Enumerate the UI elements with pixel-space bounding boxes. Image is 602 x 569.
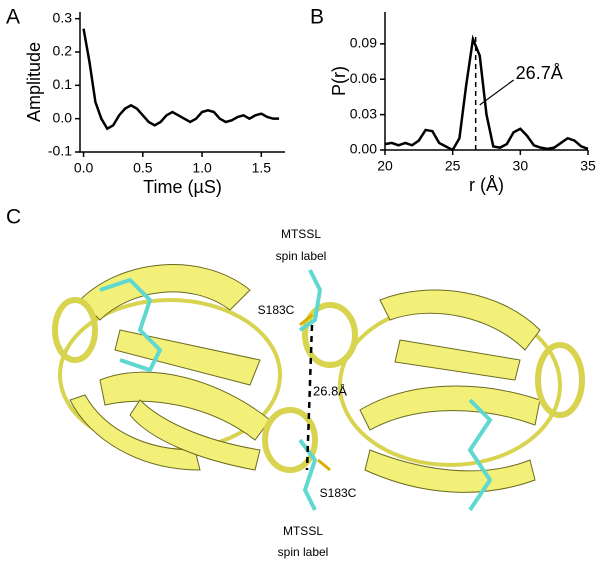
axes-frame <box>79 12 285 153</box>
y-tick-label: 0.3 <box>53 9 73 25</box>
spin-label-text: MTSSL <box>283 524 323 538</box>
spin-label-text: MTSSL <box>281 227 321 241</box>
x-tick-label: 25 <box>445 158 461 174</box>
annotation-label: 26.7Å <box>516 63 563 83</box>
y-tick-label: 0.09 <box>350 35 377 51</box>
spin-label-linkers <box>299 313 331 472</box>
x-tick-label: 1.5 <box>252 160 272 176</box>
y-tick-label: 0.2 <box>53 43 73 59</box>
x-tick-label: 20 <box>377 158 393 174</box>
panel-label: C <box>6 206 21 229</box>
y-tick-label: 0.00 <box>350 141 377 157</box>
x-tick-label: 1.0 <box>192 160 212 176</box>
site-label: S183C <box>258 303 295 317</box>
y-tick-label: 0.0 <box>53 109 73 125</box>
x-tick-label: 0.5 <box>133 160 153 176</box>
x-tick-label: 0.0 <box>74 160 94 176</box>
y-axis-label: Amplitude <box>24 42 44 122</box>
distance-line <box>305 324 314 471</box>
x-axis-label: r (Å) <box>469 175 504 195</box>
distance-label: 26.8Å <box>313 383 347 398</box>
x-axis-label: Time (µS) <box>143 177 222 197</box>
spin-label-text: spin label <box>276 249 327 263</box>
panel-label: A <box>6 6 20 29</box>
y-tick-label: 0.1 <box>53 76 73 92</box>
x-tick-label: 30 <box>513 158 529 174</box>
y-tick-label: -0.1 <box>48 143 72 159</box>
site-label: S183C <box>320 486 357 500</box>
annotation-pointer <box>479 79 515 106</box>
panel-label: B <box>310 6 324 29</box>
y-tick-label: 0.03 <box>350 105 377 121</box>
spin-label-text: spin label <box>278 545 329 559</box>
y-axis-label: P(r) <box>329 66 349 96</box>
protein-illustration <box>52 264 585 493</box>
data-line <box>82 28 280 131</box>
data-line <box>384 34 589 152</box>
y-tick-label: 0.06 <box>350 70 377 86</box>
x-tick-label: 35 <box>580 158 596 174</box>
